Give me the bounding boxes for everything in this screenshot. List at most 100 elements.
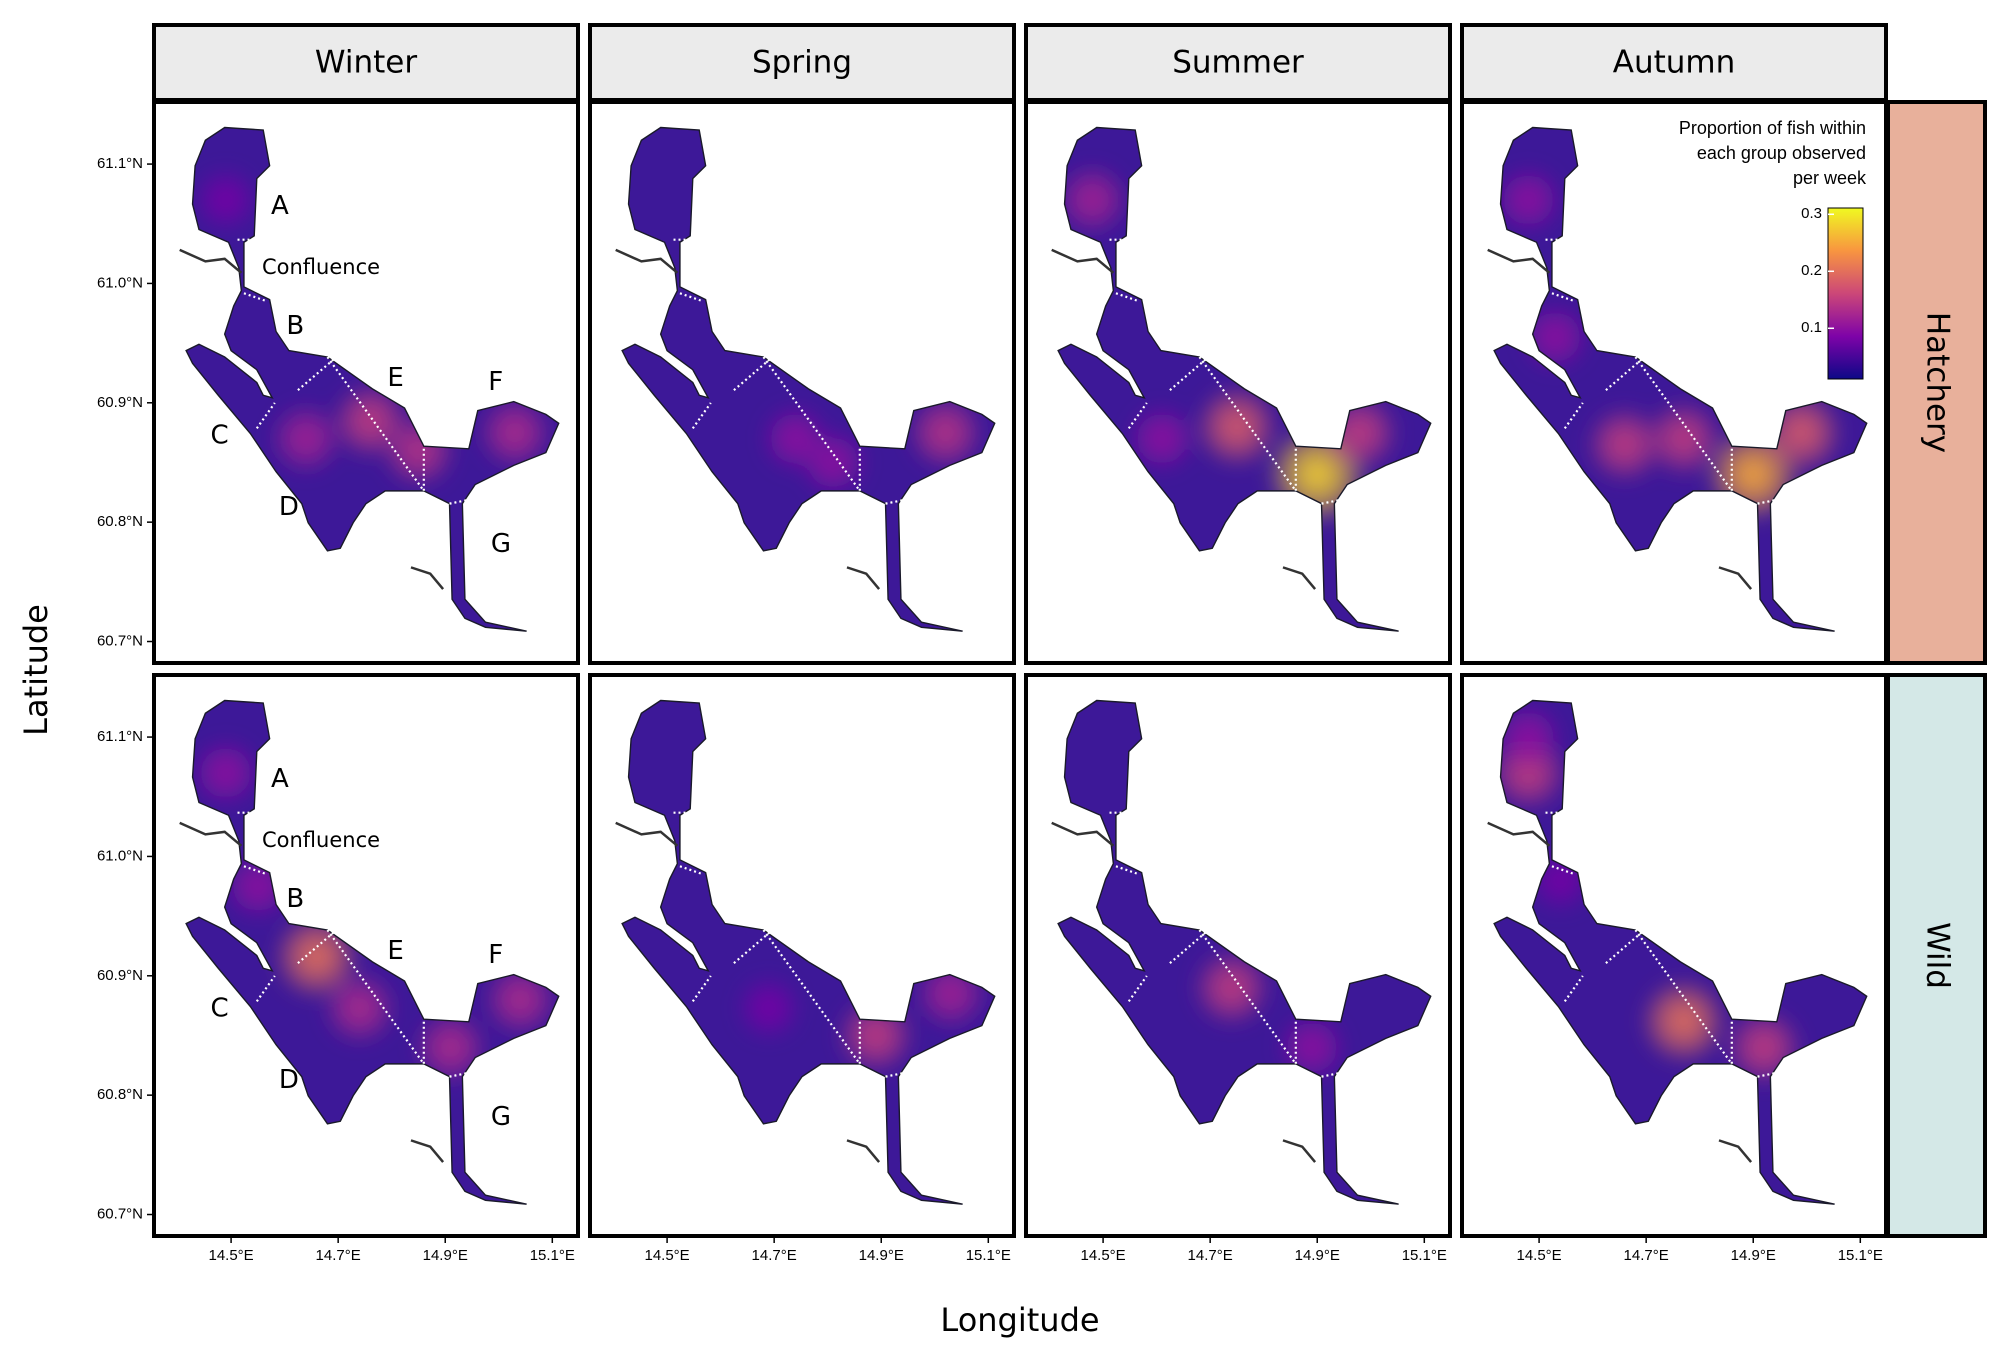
river <box>846 566 881 590</box>
panel-frame <box>588 673 1016 1238</box>
zone-boundary <box>1605 356 1646 391</box>
density-hotspot <box>1644 399 1724 479</box>
region-label: A <box>271 764 289 794</box>
zone-boundary <box>691 975 712 1003</box>
x-tick-label: 15.1°E <box>966 1247 1011 1264</box>
density-hotspot <box>1126 403 1197 474</box>
column-header <box>1460 23 1888 102</box>
river <box>410 1139 445 1163</box>
y-tick-label: 60.8°N <box>97 513 143 530</box>
colorbar-tick-label: 0.3 <box>1801 205 1822 222</box>
map-panel <box>1460 100 1888 665</box>
y-tick-label: 60.9°N <box>97 967 143 984</box>
colorbar-title: Proportion of fish within <box>1679 118 1866 138</box>
region-label: F <box>488 367 503 397</box>
river <box>846 1139 881 1163</box>
density-hotspot <box>1639 977 1728 1066</box>
zone-boundary <box>885 497 912 505</box>
x-tick-label: 14.5°E <box>208 1247 253 1264</box>
row-title: Hatchery <box>1920 312 1956 453</box>
density-blur <box>192 166 553 490</box>
zone-boundary <box>1169 356 1210 391</box>
colorbar-tick-label: 0.2 <box>1801 262 1822 279</box>
zone-boundary <box>1127 975 1148 1003</box>
river <box>615 821 679 847</box>
density-hotspot <box>735 974 803 1042</box>
x-tick-label: 14.7°E <box>752 1247 797 1264</box>
region-label: F <box>488 940 503 970</box>
y-tick-label: 60.7°N <box>97 632 143 649</box>
row-strip <box>1886 100 1987 665</box>
region-label: Confluence <box>262 255 380 279</box>
column-header <box>588 23 1016 102</box>
map-panel: A Confluence B C D E F G <box>152 673 580 1238</box>
x-tick-label: 14.9°E <box>1731 1247 1776 1264</box>
map-panel <box>588 673 1016 1238</box>
density-hotspot <box>1192 948 1272 1028</box>
density-hotspot <box>1194 384 1280 469</box>
density-layer <box>760 394 985 498</box>
zone-boundary <box>449 1070 476 1078</box>
zone-boundary <box>691 402 712 430</box>
y-tick-label: 60.7°N <box>97 1205 143 1222</box>
river <box>1051 821 1115 847</box>
lake <box>622 127 995 632</box>
x-tick-label: 14.7°E <box>1624 1247 1669 1264</box>
y-tick-label: 61.1°N <box>97 155 143 172</box>
zone-boundary <box>1757 497 1784 505</box>
zone-boundary <box>255 402 276 430</box>
colorbar-title: each group observed <box>1697 143 1866 163</box>
region-label: E <box>387 936 403 966</box>
region-label: B <box>286 884 304 914</box>
zone-boundary <box>733 929 774 964</box>
density-hotspot <box>1585 405 1665 485</box>
row-strip <box>1886 673 1987 1238</box>
x-tick-label: 14.5°E <box>1080 1247 1125 1264</box>
zone-boundary <box>243 292 267 302</box>
density-layer <box>192 166 553 490</box>
density-hotspot <box>1494 164 1564 235</box>
y-tick-label: 61.0°N <box>97 847 143 864</box>
x-tick-label: 14.5°E <box>1516 1247 1561 1264</box>
zone-boundary <box>1551 865 1575 875</box>
density-blur <box>760 394 985 498</box>
region-label: G <box>491 529 511 559</box>
density-hotspot <box>1058 163 1130 237</box>
lake-shore <box>185 699 560 1205</box>
x-tick-label: 15.1°E <box>1838 1247 1883 1264</box>
x-tick-label: 14.7°E <box>316 1247 361 1264</box>
zone-boundary <box>1115 865 1139 875</box>
density-hotspot <box>321 970 398 1046</box>
x-tick-label: 14.9°E <box>423 1247 468 1264</box>
zone-boundary <box>1563 402 1584 430</box>
region-label: C <box>210 421 228 451</box>
region-label: D <box>279 492 299 522</box>
zone-boundary <box>1757 1070 1784 1078</box>
y-tick-label: 60.8°N <box>97 1086 143 1103</box>
x-tick-label: 14.9°E <box>1295 1247 1340 1264</box>
y-tick-label: 60.9°N <box>97 394 143 411</box>
zone-boundary <box>1605 929 1646 964</box>
zone-boundary <box>449 497 476 505</box>
zone-boundary <box>1563 975 1584 1003</box>
map-panel <box>1460 673 1888 1238</box>
zone-boundary <box>679 292 703 302</box>
density-hotspot <box>798 427 869 498</box>
region-label: Confluence <box>262 828 380 852</box>
region-label: A <box>271 191 289 221</box>
lake-shore <box>1493 126 1868 632</box>
zone-boundary <box>1321 1070 1348 1078</box>
zone-boundary <box>1127 402 1148 430</box>
x-tick-label: 14.9°E <box>859 1247 904 1264</box>
zone-boundary <box>1115 292 1139 302</box>
region-label: C <box>210 994 228 1024</box>
zone-boundary <box>733 356 774 391</box>
zone-boundary <box>885 1070 912 1078</box>
column-header <box>1024 23 1452 102</box>
colorbar-title: per week <box>1793 168 1867 188</box>
y-tick-label: 61.0°N <box>97 274 143 291</box>
density-hotspot <box>906 394 985 472</box>
zone-boundary <box>1169 929 1210 964</box>
density-hotspot <box>192 166 259 234</box>
region-label: B <box>286 311 304 341</box>
